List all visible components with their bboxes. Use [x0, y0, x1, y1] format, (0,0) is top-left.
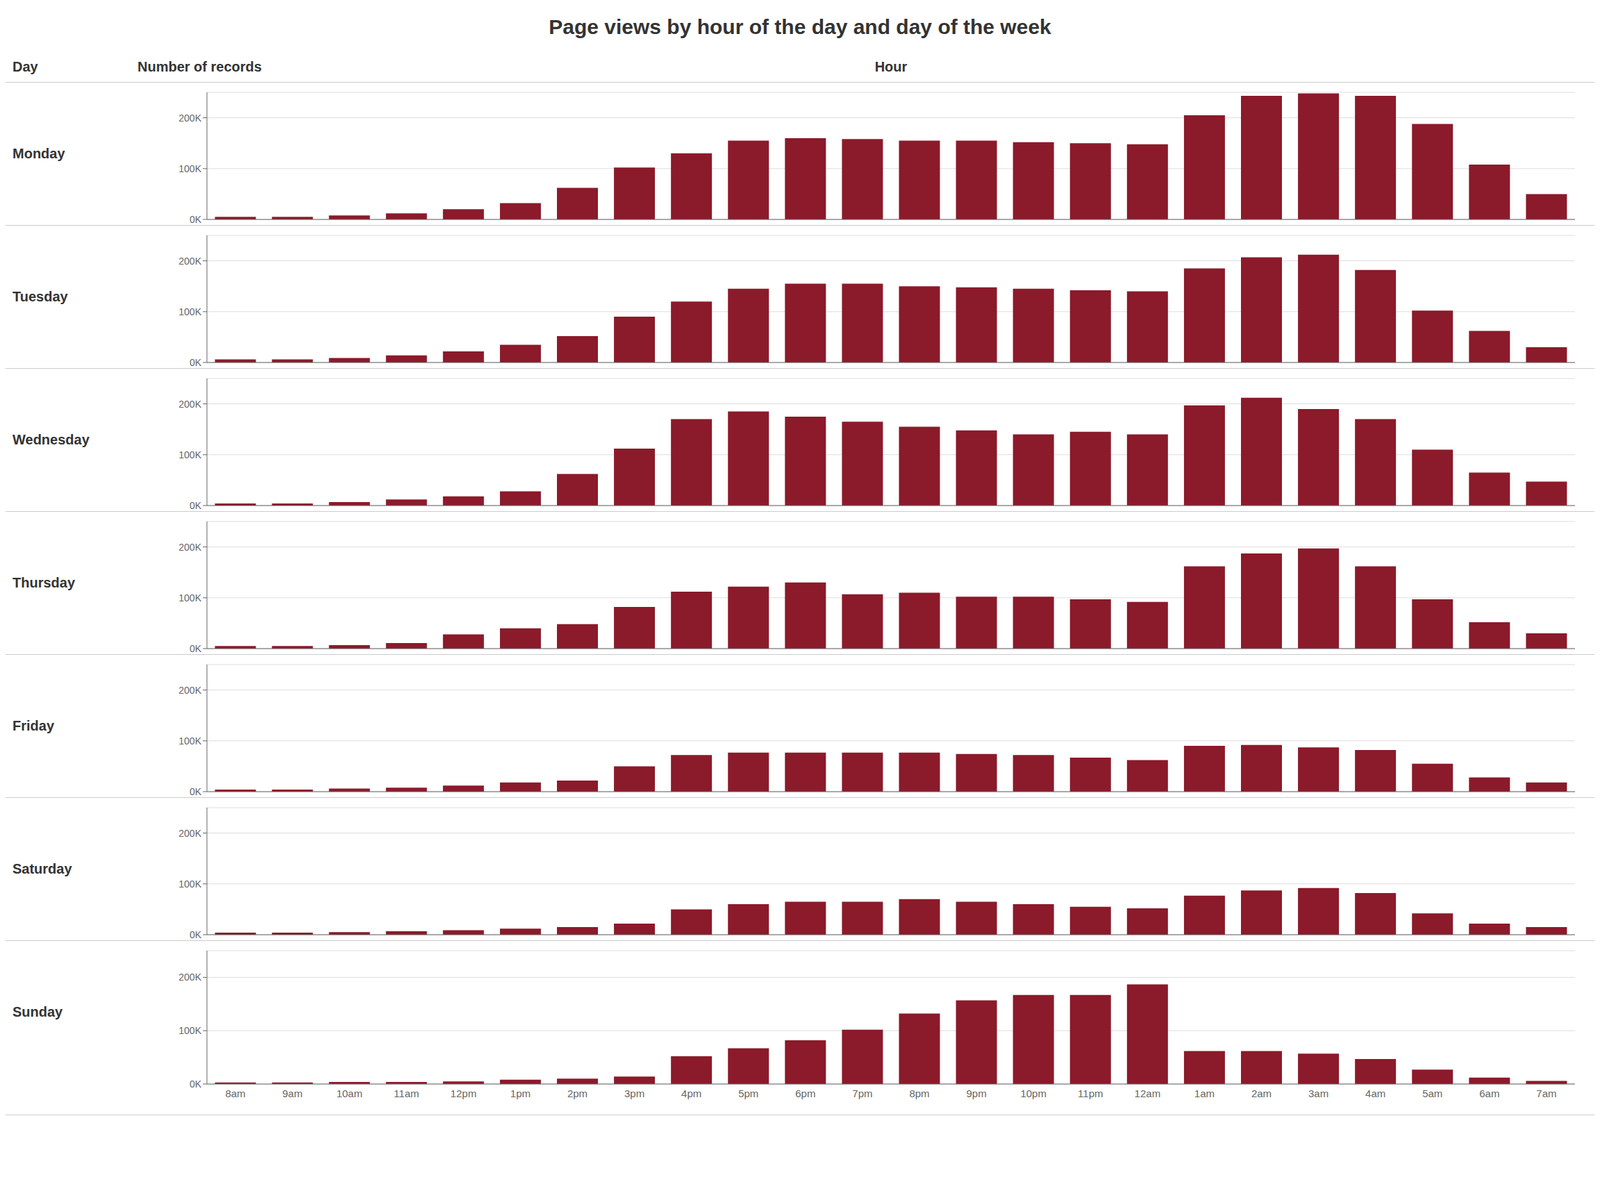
html-text:Page views by hour of the day: Page views by hour of the day and day of… [548, 15, 1052, 39]
svg-text:9pm: 9pm [966, 1087, 987, 1100]
svg-text:6pm: 6pm [795, 1087, 816, 1100]
svg-text:200K: 200K [178, 971, 202, 983]
svg-text:12pm: 12pm [450, 1087, 478, 1100]
svg-text:7am: 7am [1536, 1087, 1557, 1100]
svg-text:100K: 100K [178, 878, 202, 890]
html-text:Sunday: Sunday [12, 1004, 63, 1020]
svg-text:200K: 200K [178, 255, 202, 267]
svg-text:1pm: 1pm [510, 1087, 531, 1100]
svg-text:0K: 0K [189, 500, 203, 512]
html-text:Monday: Monday [12, 145, 65, 162]
html-text:Hour: Hour [874, 58, 908, 74]
svg-text:100K: 100K [178, 163, 202, 175]
svg-text:10am: 10am [336, 1087, 363, 1100]
svg-text:8am: 8am [225, 1087, 246, 1100]
svg-text:0K: 0K [189, 929, 203, 941]
html-text:Day: Day [12, 58, 38, 74]
svg-text:200K: 200K [178, 541, 202, 553]
svg-text:5am: 5am [1422, 1087, 1443, 1100]
svg-text:2pm: 2pm [567, 1087, 588, 1100]
svg-text:100K: 100K [178, 592, 202, 604]
html-text:Saturday: Saturday [12, 861, 72, 877]
svg-text:10pm: 10pm [1020, 1087, 1047, 1100]
svg-text:5pm: 5pm [738, 1087, 759, 1100]
svg-text:2am: 2am [1251, 1087, 1272, 1100]
svg-text:0K: 0K [189, 643, 203, 655]
svg-text:0K: 0K [189, 786, 203, 798]
svg-text:200K: 200K [178, 684, 202, 696]
svg-text:9am: 9am [282, 1087, 303, 1100]
svg-text:100K: 100K [178, 449, 202, 461]
svg-text:4pm: 4pm [681, 1087, 702, 1100]
svg-text:12am: 12am [1134, 1087, 1162, 1100]
svg-text:100K: 100K [178, 306, 202, 318]
svg-text:0K: 0K [189, 213, 203, 225]
svg-text:0K: 0K [189, 356, 203, 369]
svg-text:8pm: 8pm [909, 1087, 930, 1100]
svg-text:11pm: 11pm [1077, 1087, 1103, 1100]
html-text:Thursday: Thursday [12, 575, 75, 591]
svg-text:200K: 200K [178, 827, 202, 839]
html-text:Number of records: Number of records [137, 58, 262, 74]
svg-text:11am: 11am [393, 1087, 419, 1100]
svg-text:200K: 200K [178, 398, 202, 410]
svg-text:7pm: 7pm [852, 1087, 873, 1100]
html-text:Wednesday: Wednesday [12, 431, 90, 448]
svg-text:100K: 100K [178, 1025, 202, 1037]
svg-text:0K: 0K [189, 1078, 203, 1090]
svg-text:3am: 3am [1308, 1087, 1329, 1100]
svg-text:6am: 6am [1479, 1087, 1500, 1100]
svg-text:200K: 200K [178, 112, 202, 124]
html-text:Tuesday: Tuesday [12, 288, 68, 305]
svg-text:4am: 4am [1365, 1087, 1386, 1100]
svg-text:1am: 1am [1194, 1087, 1215, 1100]
svg-text:3pm: 3pm [624, 1087, 645, 1100]
svg-text:100K: 100K [178, 735, 202, 747]
html-text:Friday: Friday [12, 718, 55, 734]
